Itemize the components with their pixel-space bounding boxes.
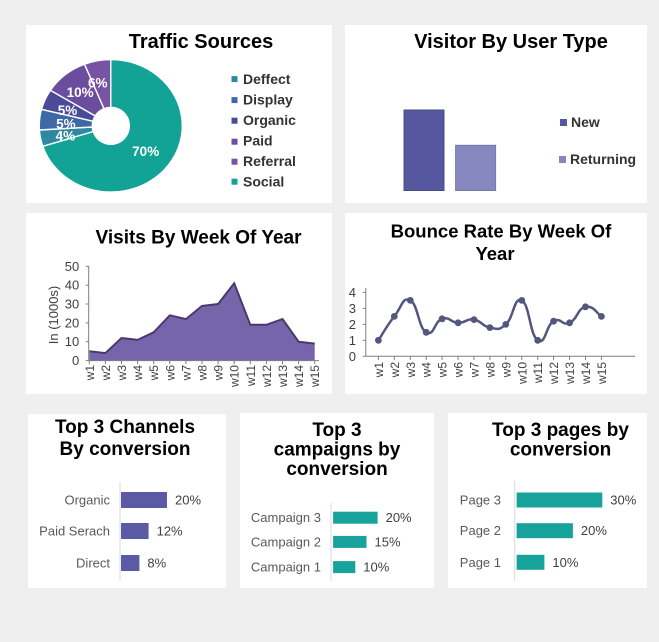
svg-text:w9: w9 bbox=[499, 362, 513, 379]
svg-text:20%: 20% bbox=[386, 510, 412, 525]
svg-text:w3: w3 bbox=[115, 365, 129, 382]
svg-text:w14: w14 bbox=[579, 362, 593, 385]
svg-text:50: 50 bbox=[65, 259, 79, 274]
svg-text:30%: 30% bbox=[610, 493, 636, 508]
svg-text:12%: 12% bbox=[157, 524, 183, 539]
svg-text:w5: w5 bbox=[147, 365, 161, 382]
svg-text:w13: w13 bbox=[276, 365, 290, 388]
svg-text:Paid: Paid bbox=[243, 133, 273, 149]
svg-text:w14: w14 bbox=[292, 365, 306, 388]
svg-text:w7: w7 bbox=[179, 365, 193, 382]
svg-text:w1: w1 bbox=[83, 365, 97, 382]
svg-text:Display: Display bbox=[243, 92, 293, 108]
svg-text:w3: w3 bbox=[404, 362, 418, 379]
svg-text:40: 40 bbox=[65, 278, 79, 293]
svg-text:5%: 5% bbox=[56, 116, 76, 131]
svg-text:In (1000s): In (1000s) bbox=[46, 286, 61, 345]
svg-text:Referral: Referral bbox=[243, 153, 296, 169]
svg-text:5%: 5% bbox=[58, 103, 78, 118]
svg-text:conversion: conversion bbox=[510, 440, 611, 461]
svg-text:0: 0 bbox=[349, 349, 356, 364]
svg-text:w12: w12 bbox=[260, 365, 274, 388]
svg-text:campaigns by: campaigns by bbox=[274, 440, 401, 461]
svg-text:Top 3 Channels: Top 3 Channels bbox=[55, 417, 195, 438]
svg-text:Organic: Organic bbox=[64, 493, 110, 508]
svg-text:w1: w1 bbox=[372, 362, 386, 379]
svg-text:10: 10 bbox=[65, 334, 79, 349]
svg-text:4%: 4% bbox=[56, 129, 76, 144]
svg-text:Campaign 1: Campaign 1 bbox=[251, 560, 321, 575]
svg-text:1: 1 bbox=[349, 333, 356, 348]
svg-text:Top 3: Top 3 bbox=[312, 420, 361, 441]
svg-text:Visitor By User Type: Visitor By User Type bbox=[414, 31, 608, 53]
svg-text:w12: w12 bbox=[547, 362, 561, 385]
svg-text:Year: Year bbox=[475, 243, 514, 264]
svg-text:w8: w8 bbox=[196, 365, 210, 382]
svg-text:w10: w10 bbox=[515, 362, 529, 385]
svg-text:w8: w8 bbox=[483, 362, 497, 379]
svg-text:New: New bbox=[571, 114, 600, 130]
svg-text:10%: 10% bbox=[552, 555, 578, 570]
svg-text:w5: w5 bbox=[436, 362, 450, 379]
svg-text:Top 3 pages by: Top 3 pages by bbox=[492, 420, 629, 441]
svg-text:Paid Serach: Paid Serach bbox=[39, 524, 110, 539]
svg-text:20: 20 bbox=[65, 315, 79, 330]
svg-text:w13: w13 bbox=[563, 362, 577, 385]
svg-text:10%: 10% bbox=[363, 560, 389, 575]
svg-text:w6: w6 bbox=[163, 365, 177, 382]
svg-text:w4: w4 bbox=[420, 362, 434, 379]
svg-text:w9: w9 bbox=[212, 365, 226, 382]
svg-text:0: 0 bbox=[72, 353, 79, 368]
svg-text:w11: w11 bbox=[531, 362, 545, 384]
svg-text:conversion: conversion bbox=[286, 459, 387, 480]
svg-text:70%: 70% bbox=[132, 144, 159, 159]
svg-text:Bounce Rate By Week Of: Bounce Rate By Week Of bbox=[391, 221, 613, 242]
svg-text:Page 2: Page 2 bbox=[460, 523, 501, 538]
svg-text:w2: w2 bbox=[99, 365, 113, 382]
svg-text:w11: w11 bbox=[244, 365, 258, 387]
svg-text:Direct: Direct bbox=[76, 556, 110, 571]
svg-text:w7: w7 bbox=[468, 362, 482, 379]
svg-text:20%: 20% bbox=[581, 523, 607, 538]
svg-text:Page 1: Page 1 bbox=[460, 555, 501, 570]
svg-text:8%: 8% bbox=[147, 556, 166, 571]
svg-text:15%: 15% bbox=[375, 534, 401, 549]
svg-text:30: 30 bbox=[65, 297, 79, 312]
svg-text:20%: 20% bbox=[175, 493, 201, 508]
svg-text:Campaign 3: Campaign 3 bbox=[251, 510, 321, 525]
svg-text:4: 4 bbox=[349, 285, 356, 300]
svg-text:Social: Social bbox=[243, 174, 284, 190]
svg-text:Page 3: Page 3 bbox=[460, 493, 501, 508]
svg-text:w6: w6 bbox=[452, 362, 466, 379]
svg-text:w4: w4 bbox=[131, 365, 145, 382]
svg-text:w10: w10 bbox=[228, 365, 242, 388]
svg-text:w15: w15 bbox=[308, 365, 322, 388]
svg-text:Campaign 2: Campaign 2 bbox=[251, 534, 321, 549]
svg-text:Traffic Sources: Traffic Sources bbox=[129, 31, 274, 53]
svg-text:Organic: Organic bbox=[243, 112, 296, 128]
svg-text:Returning: Returning bbox=[570, 151, 636, 167]
svg-text:Visits By Week Of Year: Visits By Week Of Year bbox=[96, 228, 303, 249]
svg-text:w15: w15 bbox=[595, 362, 609, 385]
svg-text:3: 3 bbox=[349, 301, 356, 316]
svg-text:By conversion: By conversion bbox=[60, 439, 191, 460]
svg-text:10%: 10% bbox=[67, 85, 94, 100]
svg-text:6%: 6% bbox=[88, 76, 108, 91]
svg-text:2: 2 bbox=[349, 317, 356, 332]
svg-text:Deffect: Deffect bbox=[243, 71, 291, 87]
svg-text:w2: w2 bbox=[388, 362, 402, 379]
